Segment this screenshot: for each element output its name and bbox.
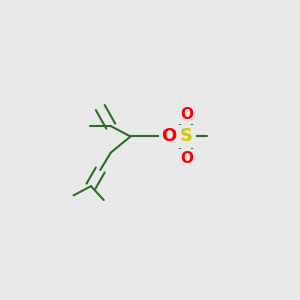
Text: S: S <box>180 128 193 146</box>
Text: O: O <box>161 128 176 146</box>
Text: O: O <box>180 151 193 166</box>
Text: O: O <box>180 107 193 122</box>
